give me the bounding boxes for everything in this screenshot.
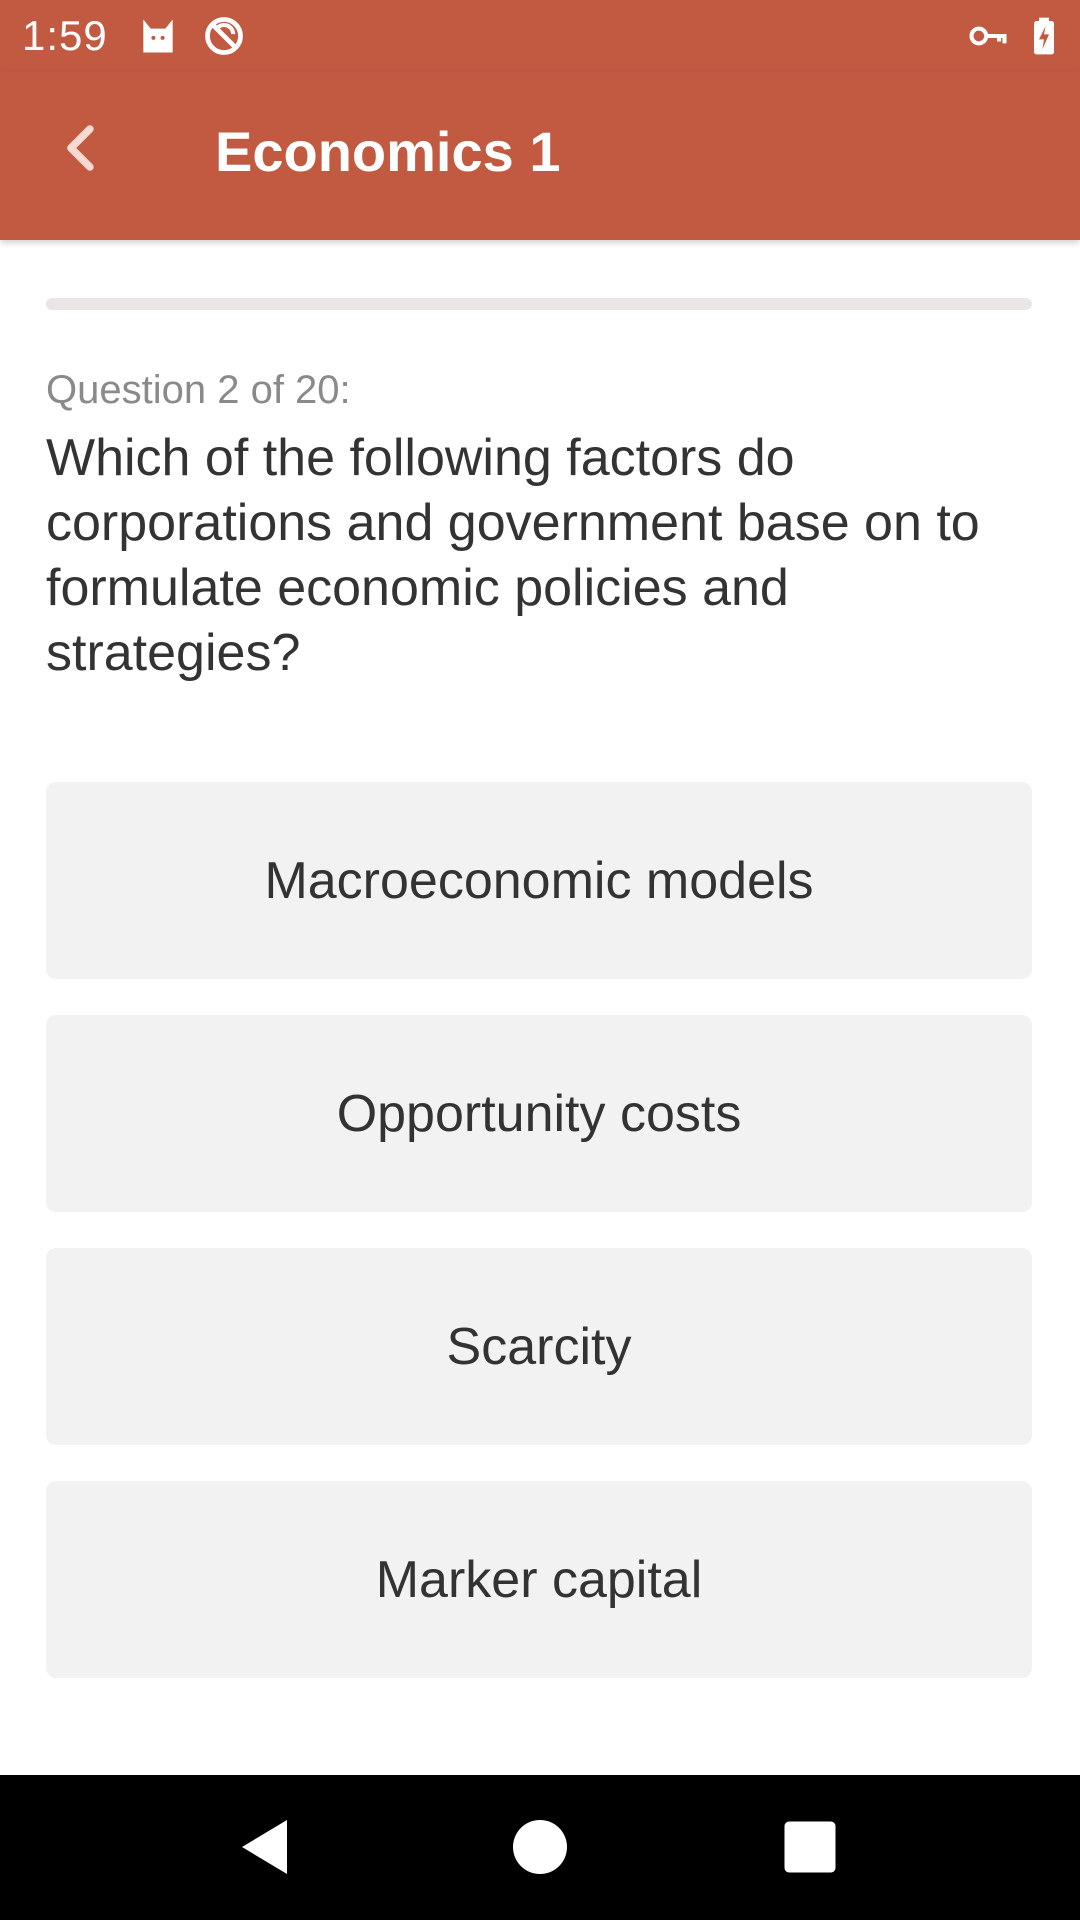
answer-option-4[interactable]: Marker capital bbox=[46, 1481, 1032, 1678]
app-bar: Economics 1 bbox=[0, 72, 1080, 240]
nav-home-button[interactable] bbox=[504, 1811, 576, 1883]
status-bar: 1:59 bbox=[0, 0, 1080, 72]
system-nav-bar bbox=[0, 1775, 1080, 1920]
cat-icon bbox=[136, 14, 180, 58]
vpn-key-icon bbox=[966, 14, 1010, 58]
answer-option-1[interactable]: Macroeconomic models bbox=[46, 782, 1032, 979]
no-sync-icon bbox=[202, 14, 246, 58]
quiz-progress-bar bbox=[46, 298, 1032, 310]
question-counter: Question 2 of 20: bbox=[46, 368, 351, 412]
back-triangle-icon bbox=[242, 1820, 287, 1874]
home-circle-icon bbox=[513, 1820, 567, 1874]
status-time: 1:59 bbox=[22, 12, 108, 59]
nav-recents-button[interactable] bbox=[774, 1811, 846, 1883]
page-title: Economics 1 bbox=[215, 120, 561, 183]
battery-charging-icon bbox=[1024, 14, 1064, 58]
chevron-left-icon bbox=[67, 125, 94, 171]
answer-option-2[interactable]: Opportunity costs bbox=[46, 1015, 1032, 1212]
back-button[interactable] bbox=[44, 110, 120, 186]
answer-option-3[interactable]: Scarcity bbox=[46, 1248, 1032, 1445]
nav-back-button[interactable] bbox=[230, 1811, 302, 1883]
recents-square-icon bbox=[784, 1821, 836, 1873]
question-text: Which of the following factors do corpor… bbox=[46, 429, 980, 682]
